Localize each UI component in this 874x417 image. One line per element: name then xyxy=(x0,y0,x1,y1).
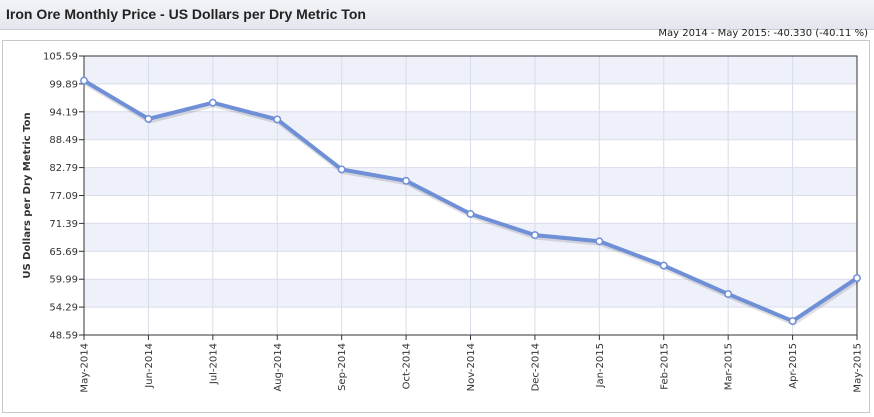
data-point xyxy=(337,165,346,174)
x-tick-label: Jul-2014 xyxy=(208,343,219,385)
x-tick-label: Mar-2015 xyxy=(724,343,735,390)
data-point xyxy=(853,274,861,282)
price-change-summary: May 2014 - May 2015: -40.330 (-40.11 %) xyxy=(658,28,868,39)
y-tick-label: 77.09 xyxy=(49,191,78,202)
y-axis-label: US Dollars per Dry Metric Ton xyxy=(22,112,33,278)
data-point xyxy=(788,317,797,325)
y-tick-label: 94.19 xyxy=(49,107,78,118)
x-tick-label: May-2014 xyxy=(80,343,91,393)
data-point xyxy=(144,114,153,123)
data-point xyxy=(530,231,539,240)
data-point xyxy=(402,176,411,185)
x-tick-label: Jun-2014 xyxy=(144,343,155,389)
x-axis-ticks: May-2014 Jun-2014 Jul-2014 Aug-2014 Sep-2014… xyxy=(80,335,864,393)
y-tick-label: 82.79 xyxy=(49,163,78,174)
y-tick-label: 99.89 xyxy=(49,79,78,90)
chart-header: Iron Ore Monthly Price - US Dollars per … xyxy=(0,0,874,30)
x-tick-label: Nov-2014 xyxy=(466,343,477,391)
y-tick-label: 59.99 xyxy=(49,275,78,286)
x-tick-label: Oct-2014 xyxy=(402,343,413,389)
data-point xyxy=(80,76,88,85)
y-tick-label: 71.39 xyxy=(49,219,78,230)
x-tick-label: Dec-2014 xyxy=(530,343,541,391)
x-tick-label: Aug-2014 xyxy=(273,343,284,392)
data-point xyxy=(595,237,604,246)
data-points xyxy=(80,76,861,325)
x-tick-label: Feb-2015 xyxy=(659,343,670,390)
x-tick-label: Apr-2015 xyxy=(788,343,799,389)
y-tick-label: 65.69 xyxy=(49,247,78,258)
chart-frame xyxy=(2,40,870,413)
y-tick-label: 105.59 xyxy=(43,52,78,63)
data-point xyxy=(466,209,475,218)
y-axis-ticks: 105.59 99.89 94.19 88.49 82.79 77.09 71.39 65.6… xyxy=(43,52,84,342)
data-point xyxy=(724,290,733,298)
y-tick-label: 88.49 xyxy=(49,135,78,146)
data-point xyxy=(273,115,282,124)
data-point xyxy=(208,98,217,107)
chart-title: Iron Ore Monthly Price - US Dollars per … xyxy=(6,6,366,22)
x-tick-label: Sep-2014 xyxy=(337,343,348,391)
y-tick-label: 54.29 xyxy=(49,303,78,314)
x-tick-label: May-2015 xyxy=(853,343,864,393)
y-tick-label: 48.59 xyxy=(49,331,78,342)
data-point xyxy=(659,261,668,270)
x-tick-label: Jan-2015 xyxy=(595,343,606,388)
